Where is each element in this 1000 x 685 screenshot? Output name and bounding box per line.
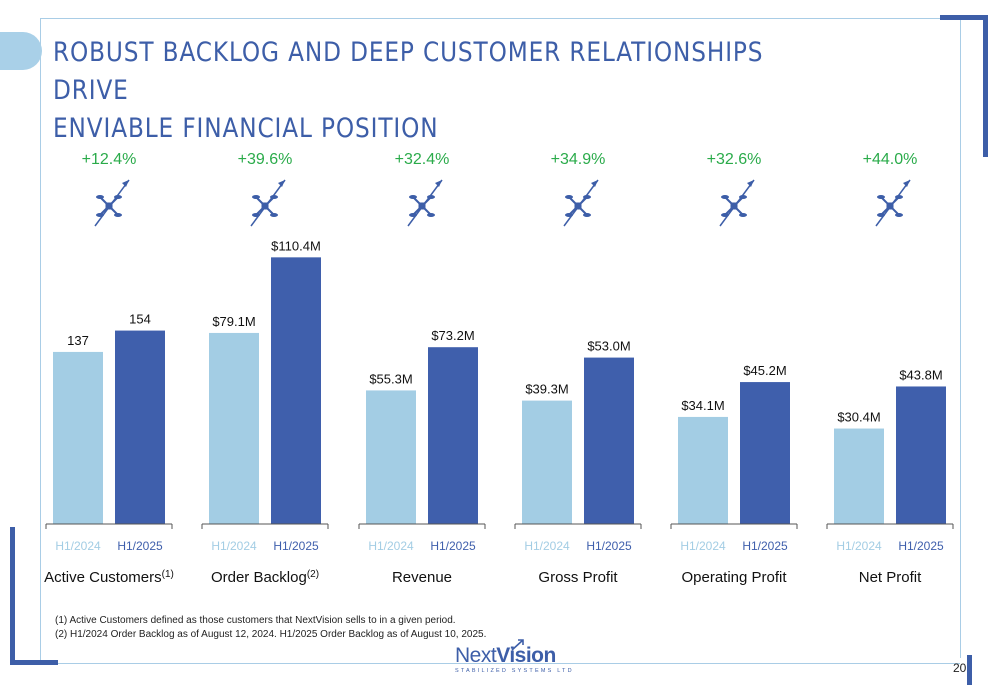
category-name: Active Customers [44,569,162,586]
data-label: $73.2M [431,328,474,343]
title-tab [0,32,42,70]
footnote-2: (2) H1/2024 Order Backlog as of August 1… [55,629,487,640]
data-label: $45.2M [743,363,786,378]
growth-label: +32.6% [707,151,762,168]
bar-h1-2025 [584,357,634,524]
bar-h1-2024 [834,428,884,524]
data-label: $39.3M [525,382,568,397]
bar-h1-2024 [678,416,728,524]
period-label: H1/2024 [368,539,414,553]
logo-arrow-icon [511,639,524,651]
category-label: Gross Profit [538,569,618,586]
drone-arrow-icon [875,179,911,227]
data-label: 154 [129,312,151,327]
logo-subtitle: STABILIZED SYSTEMS LTD [455,668,574,674]
data-label: $30.4M [837,410,880,425]
growth-label: +34.9% [551,151,606,168]
category-name: Operating Profit [681,569,787,586]
drone-arrow-icon [563,179,599,227]
bar-h1-2025 [896,386,946,524]
period-label: H1/2024 [211,539,257,553]
period-label: H1/2024 [55,539,101,553]
period-label: H1/2024 [524,539,570,553]
drone-arrow-icon [719,179,755,227]
data-label: $43.8M [899,367,942,382]
category-label: Revenue [392,569,452,586]
frame-right-line [960,18,961,658]
growth-label: +39.6% [238,151,293,168]
corner-accent-bottom-left-horizontal [10,660,58,665]
frame-top-line [40,18,960,19]
period-label: H1/2025 [430,539,476,553]
data-label: $110.4M [271,238,321,253]
bar-h1-2024 [366,390,416,524]
drone-arrow-icon [250,179,286,227]
bar-h1-2025 [740,382,790,524]
period-label: H1/2025 [586,539,632,553]
bar-h1-2025 [115,330,165,524]
title-line-2: ENVIABLE FINANCIAL POSITION [53,113,439,144]
category-name: Order Backlog [211,569,307,586]
bar-h1-2024 [53,351,103,524]
page-title: ROBUST BACKLOG AND DEEP CUSTOMER RELATIO… [53,34,827,148]
bar-h1-2025 [428,347,478,524]
growth-label: +32.4% [395,151,450,168]
data-label: 137 [67,333,89,348]
corner-accent-bottom-right [967,655,972,685]
period-label: H1/2025 [898,539,944,553]
frame-left-line [40,18,41,663]
logo-text-vision: Vision [496,644,556,667]
period-label: H1/2024 [680,539,726,553]
nextvision-logo: NextVision STABILIZED SYSTEMS LTD [455,639,575,674]
corner-accent-top-right [940,15,988,20]
period-label: H1/2025 [117,539,163,553]
period-label: H1/2025 [273,539,319,553]
category-label: Order Backlog(2) [211,569,319,586]
drone-arrow-icon [94,179,130,227]
data-label: $55.3M [369,371,412,386]
category-footnote-ref: (2) [307,569,319,580]
bar-h1-2024 [209,332,259,524]
corner-accent-top-right-vertical [983,15,988,157]
category-footnote-ref: (1) [162,569,174,580]
data-label: $53.0M [587,339,630,354]
category-label: Active Customers(1) [44,569,174,586]
footnotes: (1) Active Customers defined as those cu… [55,614,486,642]
period-label: H1/2024 [836,539,882,553]
growth-label: +12.4% [82,151,137,168]
corner-accent-bottom-left [10,527,15,665]
logo-text-next: Next [455,644,497,667]
bar-h1-2025 [271,257,321,524]
category-name: Net Profit [859,569,922,586]
footnote-1: (1) Active Customers defined as those cu… [55,615,456,626]
data-label: $34.1M [681,398,724,413]
drone-arrow-icon [407,179,443,227]
data-label: $79.1M [212,314,255,329]
page-number: 20 [953,661,967,675]
category-name: Revenue [392,569,452,586]
frame-bottom-line [40,663,960,664]
bar-h1-2024 [522,400,572,524]
category-name: Gross Profit [538,569,618,586]
growth-label: +44.0% [863,151,918,168]
title-line-1: ROBUST BACKLOG AND DEEP CUSTOMER RELATIO… [53,37,764,106]
category-label: Operating Profit [681,569,787,586]
period-label: H1/2025 [742,539,788,553]
category-label: Net Profit [859,569,922,586]
